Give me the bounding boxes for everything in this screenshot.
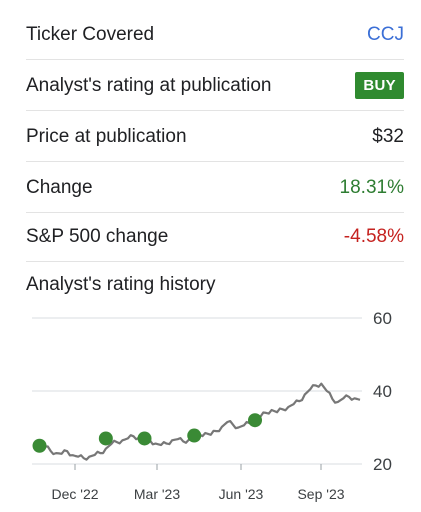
x-tick-label: Mar '23 <box>134 486 180 502</box>
change-value: 18.31% <box>339 176 404 198</box>
ticker-link[interactable]: CCJ <box>367 23 404 45</box>
y-tick-label: 60 <box>373 309 392 328</box>
price-row: Price at publication $32 <box>26 112 404 162</box>
price-label: Price at publication <box>26 125 187 147</box>
x-tick-label: Dec '22 <box>51 486 98 502</box>
sp500-value: -4.58% <box>343 225 404 247</box>
ticker-label: Ticker Covered <box>26 23 155 45</box>
x-tick-label: Jun '23 <box>219 486 264 502</box>
ticker-row: Ticker Covered CCJ <box>26 10 404 60</box>
x-tick-label: Sep '23 <box>297 486 344 502</box>
price-value: $32 <box>372 125 404 147</box>
sp500-row: S&P 500 change -4.58% <box>26 212 404 262</box>
change-label: Change <box>26 176 93 198</box>
buy-rating-marker <box>187 428 202 443</box>
y-tick-label: 40 <box>373 382 392 401</box>
buy-rating-marker <box>137 431 152 446</box>
change-row: Change 18.31% <box>26 163 404 213</box>
buy-rating-marker <box>248 413 263 428</box>
buy-rating-marker <box>98 431 113 446</box>
rating-badge: BUY <box>355 72 404 99</box>
rating-history-title: Analyst's rating history <box>26 274 216 295</box>
rating-row: Analyst's rating at publication BUY <box>26 61 404 111</box>
rating-label: Analyst's rating at publication <box>26 74 272 96</box>
sp500-label: S&P 500 change <box>26 225 169 247</box>
buy-rating-marker <box>32 438 47 453</box>
y-tick-label: 20 <box>373 455 392 474</box>
price-line <box>33 382 361 461</box>
